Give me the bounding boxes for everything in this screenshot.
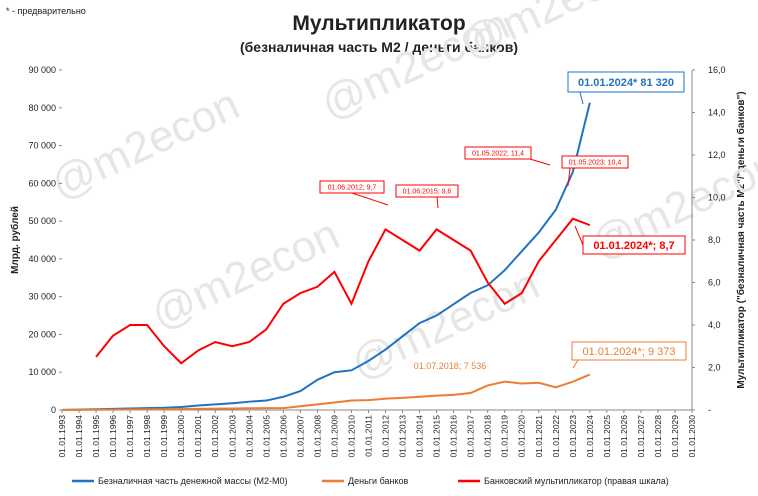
x-tick-label: 01.01.2006 [278, 415, 288, 458]
y2-tick-label: - [708, 405, 711, 415]
annotation-box [464, 146, 532, 160]
y2-tick-label: 16,0 [708, 65, 726, 75]
annotation-arrow [572, 359, 579, 369]
x-tick-label: 01.01.2002 [210, 415, 220, 458]
series-line [95, 217, 591, 365]
annotation-arrow [574, 225, 584, 246]
series-line [61, 102, 591, 411]
x-tick-label: 01.01.2005 [261, 415, 271, 458]
series-line [61, 373, 591, 411]
y-tick-label: 90 000 [28, 65, 56, 75]
chart-title: Мультипликатор [292, 12, 465, 35]
y2-tick-label: 12,0 [708, 150, 726, 160]
y2-tick-label: 2,0 [708, 363, 721, 373]
x-tick-label: 01.01.2025 [602, 415, 612, 458]
annotation-arrow [351, 192, 389, 206]
x-tick-label: 01.01.2010 [346, 415, 356, 458]
x-tick-label: 01.01.1997 [125, 415, 135, 458]
x-tick-label: 01.01.2013 [398, 415, 408, 458]
watermark: @m2econ [144, 210, 347, 339]
x-tick-label: 01.01.2019 [500, 415, 510, 458]
x-tick-label: 01.01.2028 [653, 415, 663, 458]
x-tick-label: 01.01.2004 [244, 415, 254, 458]
annotation-arrow [567, 167, 571, 187]
x-tick-label: 01.01.2007 [295, 415, 305, 458]
x-tick-label: 01.01.2018 [483, 415, 493, 458]
annotation: 01.06.2015; 9,6 [403, 189, 452, 196]
legend-label: Безналичная часть денежной массы (М2-М0) [98, 476, 287, 486]
annotation: 01.07.2018; 7 536 [414, 361, 487, 371]
y2-tick-label: 10,0 [708, 193, 726, 203]
x-tick-label: 01.01.2022 [551, 415, 561, 458]
y2-tick-label: 14,0 [708, 108, 726, 118]
y-tick-label: 50 000 [28, 216, 56, 226]
x-tick-label: 01.01.2003 [227, 415, 237, 458]
x-tick-label: 01.01.2014 [415, 415, 425, 458]
annotation-box [395, 184, 459, 198]
x-tick-label: 01.01.1993 [57, 415, 67, 458]
annotation-box [582, 235, 686, 255]
x-tick-label: 01.01.2020 [517, 415, 527, 458]
legend-label: Деньги банков [348, 476, 409, 486]
x-tick-label: 01.01.2015 [432, 415, 442, 458]
y-tick-label: 40 000 [28, 254, 56, 264]
annotation-box [571, 341, 687, 361]
y-tick-label: 70 000 [28, 141, 56, 151]
x-tick-label: 01.01.2021 [534, 415, 544, 458]
annotation: 01.05.2023; 10,4 [569, 160, 622, 167]
x-tick-label: 01.01.2027 [636, 415, 646, 458]
y2-tick-label: 8,0 [708, 235, 721, 245]
annotation: 01.01.2024*; 9 373 [583, 346, 676, 358]
x-tick-label: 01.01.2024 [585, 415, 595, 458]
annotation-box [567, 71, 685, 93]
annotation: 01.01.2024* 81 320 [578, 77, 674, 89]
annotation-arrow [579, 91, 584, 105]
y2-tick-label: 6,0 [708, 278, 721, 288]
x-tick-label: 01.01.2012 [381, 415, 391, 458]
x-tick-label: 01.01.2023 [568, 415, 578, 458]
y2-tick-label: 4,0 [708, 320, 721, 330]
watermark: @m2econ [44, 80, 247, 209]
legend-label: Банковский мультипликатор (правая шкала) [484, 476, 669, 486]
x-tick-label: 01.01.1994 [74, 415, 84, 458]
annotation: 01.06.2012; 9,7 [328, 185, 377, 192]
x-tick-label: 01.01.2030 [687, 415, 697, 458]
y2-axis-label: Мультипликатор ("безналичная часть М2"/"… [735, 91, 747, 388]
annotation-arrow [436, 196, 439, 209]
y-tick-label: 60 000 [28, 178, 56, 188]
y-tick-label: 30 000 [28, 292, 56, 302]
y-tick-label: 20 000 [28, 329, 56, 339]
x-tick-label: 01.01.2011 [363, 415, 373, 457]
y-tick-label: 0 [51, 405, 56, 415]
x-tick-label: 01.01.2016 [449, 415, 459, 458]
annotation: 01.05.2022; 11,4 [472, 151, 524, 158]
x-tick-label: 01.01.1999 [159, 415, 169, 458]
x-tick-label: 01.01.1996 [108, 415, 118, 458]
annotation-box [319, 180, 385, 194]
y-tick-label: 10 000 [28, 367, 56, 377]
x-tick-label: 01.01.2008 [312, 415, 322, 458]
y-axis-label: Млрд. рублей [9, 206, 21, 274]
x-tick-label: 01.01.1995 [91, 415, 101, 458]
x-tick-label: 01.01.2001 [193, 415, 203, 458]
watermark: @m2econ [454, 0, 657, 69]
annotation-box [561, 155, 629, 169]
chart-subtitle: (безналичная часть М2 / деньги банков) [240, 39, 518, 55]
annotation: 01.01.2024*; 8,7 [593, 240, 674, 252]
x-tick-label: 01.01.2029 [670, 415, 680, 458]
x-tick-label: 01.01.1998 [142, 415, 152, 458]
x-tick-label: 01.01.2026 [619, 415, 629, 458]
x-tick-label: 01.01.2000 [176, 415, 186, 458]
note: * - предварительно [6, 6, 86, 16]
y-tick-label: 80 000 [28, 103, 56, 113]
x-tick-label: 01.01.2009 [329, 415, 339, 458]
x-tick-label: 01.01.2017 [466, 415, 476, 458]
annotation-arrow [529, 158, 551, 166]
